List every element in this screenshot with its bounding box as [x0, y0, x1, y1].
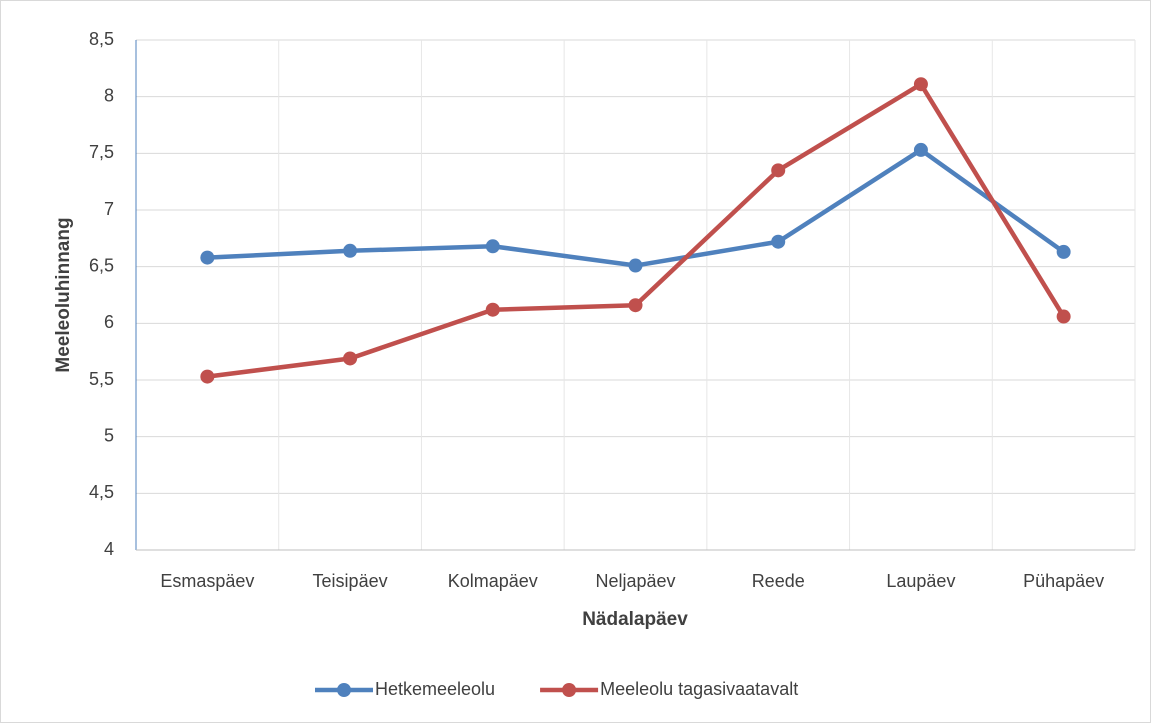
legend-marker	[562, 683, 577, 697]
x-axis-title: Nädalapäev	[582, 609, 688, 630]
data-point	[1056, 244, 1071, 259]
y-tick-label: 8	[104, 85, 114, 105]
data-point	[485, 302, 500, 317]
y-tick-label: 6	[104, 312, 114, 332]
x-tick-label: Pühapäev	[1023, 571, 1104, 591]
data-point	[200, 250, 215, 265]
legend-label: Hetkemeeleolu	[375, 679, 495, 699]
data-point	[771, 163, 786, 178]
y-tick-label: 4,5	[89, 482, 114, 502]
data-point	[343, 243, 358, 258]
data-point	[485, 239, 500, 254]
x-tick-label: Laupäev	[886, 571, 955, 591]
y-tick-label: 6,5	[89, 255, 114, 275]
y-tick-label: 8,5	[89, 29, 114, 49]
y-tick-label: 4	[104, 539, 114, 559]
data-point	[200, 369, 215, 384]
x-tick-label: Teisipäev	[313, 571, 388, 591]
legend-marker	[337, 683, 351, 697]
data-point	[628, 298, 643, 313]
y-tick-label: 5,5	[89, 369, 114, 389]
y-axis-title: Meeleoluhinnang	[53, 217, 74, 372]
data-point	[913, 142, 928, 157]
legend-label: Meeleolu tagasivaatavalt	[600, 679, 798, 699]
data-point	[771, 234, 786, 249]
data-point	[343, 351, 358, 366]
x-tick-label: Neljapäev	[595, 571, 675, 591]
x-tick-label: Reede	[752, 571, 805, 591]
x-tick-label: Esmaspäev	[160, 571, 254, 591]
data-point	[913, 77, 928, 92]
y-tick-label: 7	[104, 199, 114, 219]
data-point	[1056, 309, 1071, 324]
y-tick-label: 5	[104, 425, 114, 445]
x-tick-label: Kolmapäev	[448, 571, 538, 591]
y-tick-label: 7,5	[89, 142, 114, 162]
data-point	[628, 258, 643, 273]
